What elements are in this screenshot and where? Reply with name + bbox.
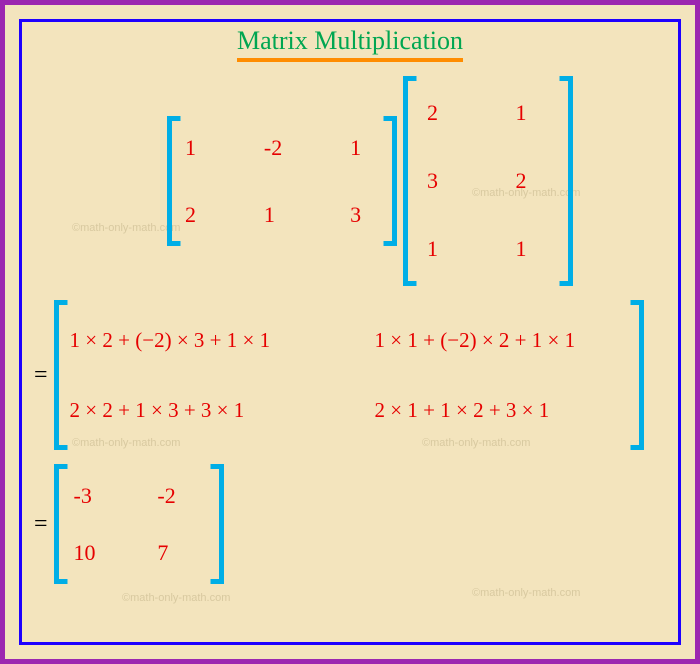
result-row: = -3 -2 10 7	[34, 464, 666, 584]
matrix-cell: 7	[157, 540, 168, 566]
matrix-cell: 3	[350, 202, 361, 228]
matrix-cell: 1	[516, 100, 527, 126]
matrix-cell: 3	[427, 168, 438, 194]
outer-frame: ©math-only-math.com ©math-only-math.com …	[0, 0, 700, 664]
matrix-cell: -2	[157, 483, 175, 509]
matrix-cell: 1	[350, 135, 361, 161]
matrix-a: 1 -2 1 2 1 3	[167, 116, 397, 246]
equals-sign: =	[34, 362, 48, 389]
matrix-expansion: 1 × 2 + (−2) × 3 + 1 × 1 1 × 1 + (−2) × 2…	[54, 300, 644, 450]
multiplication-row: 1 -2 1 2 1 3 2 1 3 2 1 1	[74, 76, 666, 286]
matrix-cell: -2	[264, 135, 282, 161]
title-wrap: Matrix Multiplication	[34, 26, 666, 62]
matrix-cell: 2 × 1 + 1 × 2 + 3 × 1	[355, 398, 550, 423]
matrix-cell: 2	[427, 100, 438, 126]
matrix-cell: 2	[185, 202, 196, 228]
inner-area: ©math-only-math.com ©math-only-math.com …	[19, 19, 681, 645]
matrix-cell: 2	[516, 168, 527, 194]
matrix-cell: 1	[516, 236, 527, 262]
matrix-cell: 1	[185, 135, 196, 161]
matrix-cell: 1	[264, 202, 275, 228]
page-title: Matrix Multiplication	[237, 26, 463, 62]
equals-sign: =	[34, 511, 48, 538]
matrix-result: -3 -2 10 7	[54, 464, 224, 584]
matrix-b: 2 1 3 2 1 1	[403, 76, 573, 286]
matrix-cell: -3	[74, 483, 92, 509]
matrix-cell: 10	[74, 540, 96, 566]
bracket	[54, 300, 644, 450]
matrix-cell: 1	[427, 236, 438, 262]
matrix-cell: 2 × 2 + 1 × 3 + 3 × 1	[70, 398, 245, 423]
content: Matrix Multiplication 1 -2 1 2 1 3 2 1 3 2 1 1 = 1…	[22, 22, 678, 596]
matrix-cell: 1 × 2 + (−2) × 3 + 1 × 1	[70, 328, 271, 353]
matrix-cell: 1 × 1 + (−2) × 2 + 1 × 1	[355, 328, 576, 353]
expansion-row: = 1 × 2 + (−2) × 3 + 1 × 1 1 × 1 + (−2) ×…	[34, 300, 666, 450]
